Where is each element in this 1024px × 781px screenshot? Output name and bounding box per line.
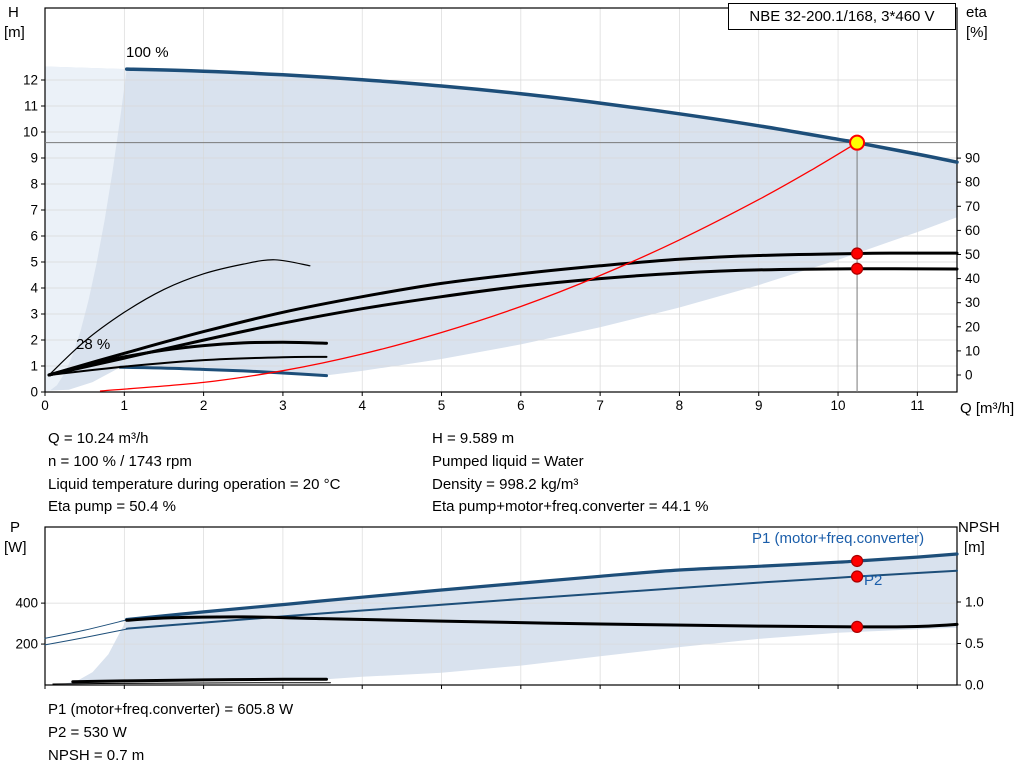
x-tick-label: 5 — [438, 398, 446, 413]
x-tick-label: 11 — [910, 398, 924, 413]
y-left-tick-label: 0 — [30, 385, 38, 400]
operating-envelope-fill — [45, 66, 957, 391]
y-left-tick-label: 6 — [30, 229, 38, 244]
y-left-tick-label: 4 — [30, 281, 38, 296]
x-tick-label: 3 — [279, 398, 287, 413]
y-right-tick-label: 0.5 — [965, 636, 984, 651]
power-results: P1 (motor+freq.converter) = 605.8 W P2 =… — [48, 699, 293, 767]
envelope-left-light-fill — [45, 66, 127, 392]
npsh-curve — [125, 615, 959, 629]
y-left-tick-label: 7 — [30, 203, 38, 218]
h-axis-unit: [m] — [4, 24, 25, 41]
x-tick-label: 1 — [121, 398, 129, 413]
aux-28pct-curve — [48, 355, 328, 376]
y-right-tick-label: 80 — [965, 175, 980, 190]
eta-total-marker — [850, 262, 864, 275]
y-left-tick-label: 9 — [30, 151, 38, 166]
y-right-tick-label: 20 — [965, 319, 980, 334]
h-axis-label: H — [8, 4, 19, 21]
y-left-tick-label: 12 — [23, 73, 38, 88]
npsh-axis-label: NPSH — [958, 519, 1000, 536]
y-left-tick-label: 8 — [30, 177, 38, 192]
y-right-tick-label: 40 — [965, 271, 980, 286]
x-tick-label: 4 — [358, 398, 366, 413]
result-p2: P2 = 530 W — [48, 723, 127, 741]
p-axis-label: P — [10, 519, 21, 536]
eta-pump-marker — [850, 247, 864, 260]
plot-frame — [44, 526, 958, 686]
result-p1: P1 (motor+freq.converter) = 605.8 W — [48, 701, 294, 718]
p2-duty-marker — [850, 570, 864, 583]
y-right-tick-label: 60 — [965, 223, 980, 238]
result-npsh: NPSH = 0.7 m — [48, 746, 145, 764]
affinity-parabola — [99, 142, 858, 392]
y-left-tick-label: 400 — [15, 596, 38, 611]
x-tick-label: 6 — [517, 398, 525, 413]
result-head: H = 9.589 m — [432, 430, 515, 447]
duty-results-left: Q = 10.24 m³/h n = 100 % / 1743 rpm Liqu… — [48, 428, 340, 519]
p-axis-unit: [W] — [4, 539, 27, 556]
p2-extension-line — [44, 628, 128, 646]
duty-results-right: H = 9.589 m Pumped liquid = Water Densit… — [432, 428, 708, 519]
x-tick-label: 0 — [41, 398, 49, 413]
y-left-tick-label: 1 — [30, 359, 38, 374]
eta-pump-28pct-curve — [48, 259, 311, 376]
x-tick-label: 9 — [755, 398, 763, 413]
duty-point-marker — [849, 134, 866, 151]
p1-duty-marker — [850, 554, 864, 568]
y-left-tick-label: 11 — [24, 99, 38, 114]
pump-curve-28pct — [118, 365, 328, 378]
y-left-tick-label: 10 — [23, 125, 38, 140]
result-eta-total: Eta pump+motor+freq.converter = 44.1 % — [432, 498, 709, 516]
y-right-tick-label: 70 — [965, 199, 980, 214]
npsh-axis-unit: [m] — [964, 539, 985, 556]
y-left-tick-label: 5 — [30, 255, 38, 270]
eta-axis-label: eta — [966, 4, 987, 21]
eta-axis-unit: [%] — [966, 24, 988, 41]
p1-curve-label: P1 (motor+freq.converter) — [752, 530, 925, 547]
y-right-tick-label: 30 — [965, 295, 980, 310]
result-eta-pump: Eta pump = 50.4 % — [48, 498, 176, 516]
result-density: Density = 998.2 kg/m³ — [432, 475, 579, 493]
p2-curve-label: P2 — [864, 572, 883, 589]
speed-100-label: 100 % — [126, 44, 169, 61]
y-right-tick-label: 90 — [965, 151, 980, 166]
p-min-speed-curve — [71, 677, 328, 684]
pump-title: NBE 32-200.1/168, 3*460 V — [749, 8, 935, 25]
y-right-tick-label: 50 — [965, 247, 980, 262]
power-npsh-chart: 200 400 0.0 0.5 1.0 — [15, 526, 984, 693]
y-right-tick-label: 0.0 — [965, 678, 984, 693]
head-efficiency-chart: 0 1 2 3 4 5 6 7 8 9 10 1101234567891011120102030405… — [23, 7, 980, 413]
result-speed: n = 100 % / 1743 rpm — [48, 452, 192, 470]
npsh-duty-marker — [850, 620, 864, 634]
eta-pump-curve — [47, 251, 959, 377]
x-tick-label: 7 — [596, 398, 604, 413]
result-liquid: Pumped liquid = Water — [432, 452, 584, 470]
y-left-tick-label: 200 — [15, 637, 38, 652]
power-envelope-fill — [60, 554, 957, 685]
y-left-tick-label: 3 — [30, 307, 38, 322]
x-tick-label: 2 — [200, 398, 208, 413]
speed-28-label: 28 % — [76, 336, 111, 353]
plot-frame — [44, 7, 958, 393]
y-right-tick-label: 1.0 — [965, 595, 984, 610]
result-flow: Q = 10.24 m³/h — [48, 430, 149, 447]
pump-title-box: NBE 32-200.1/168, 3*460 V — [728, 3, 956, 30]
q-axis-label: Q [m³/h] — [960, 400, 1015, 417]
p-min-speed-thin-curve — [52, 682, 331, 685]
p1-extension-line — [44, 619, 128, 639]
eta-total-curve — [47, 267, 959, 377]
y-right-tick-label: 0 — [965, 368, 973, 383]
result-temperature: Liquid temperature during operation = 20… — [48, 475, 341, 493]
eta-total-28pct-curve — [47, 340, 328, 377]
y-left-tick-label: 2 — [30, 333, 38, 348]
y-right-tick-label: 10 — [965, 343, 980, 358]
x-tick-label: 10 — [831, 398, 846, 413]
x-tick-label: 8 — [676, 398, 684, 413]
